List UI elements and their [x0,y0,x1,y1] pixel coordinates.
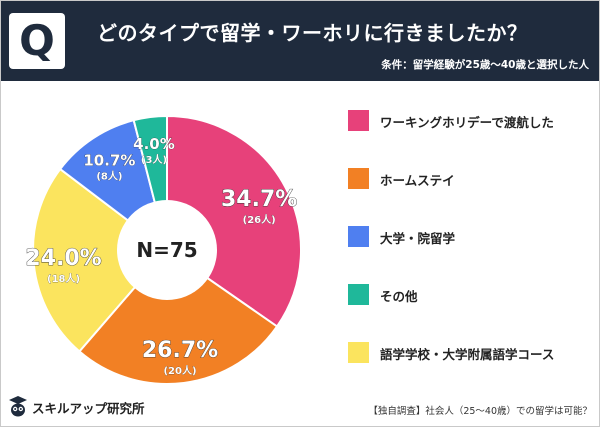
slice-count-label-1: (20人) [163,364,196,377]
legend-label: ワーキングホリデーで渡航した [380,115,554,130]
slice-1 [77,248,279,385]
legend-label: 語学学校・大学附属語学コース [380,347,555,362]
slice-percent-label-2: 24.0% [25,246,101,271]
owl-graduate-icon [9,396,27,417]
slice-count-label-2: (18人) [47,272,80,285]
slice-count-label-3: (8人) [96,169,122,182]
legend-swatch [348,226,369,247]
slice-percent-label-4: 4.0% [133,135,175,153]
source-note: 【独自調査】社会人（25〜40歳）での留学は可能？ [368,406,592,417]
chart-title: どのタイプで留学・ワーホリに行きましたか？ [97,21,528,45]
slice-percent-label-1: 26.7% [142,338,218,363]
center-label: N=75 [136,238,197,262]
slices-group [32,114,302,385]
slice-percent-label-0: 34.7% [221,187,297,212]
slice-labels-group: 34.7%(26人) 26.7%(20人) 24.0%(18人) 10.7%(8人) 4… [25,135,298,378]
legend-label: その他 [380,289,418,304]
header-bar: Q どのタイプで留学・ワーホリに行きましたか？ 条件：留学経験が25歳〜40歳と… [1,1,599,81]
legend-swatch [348,342,369,363]
chart-subtitle: 条件：留学経験が25歳〜40歳と選択した人 [381,59,589,71]
slice-2 [32,167,169,353]
legend-swatch [348,110,369,131]
slice-0 [166,114,302,328]
q-badge-icon: Q [9,13,65,69]
slice-count-label-0: (26人) [243,213,276,226]
slice-percent-label-3: 10.7% [83,151,135,169]
slice-count-label-4: (3人) [141,153,167,166]
legend-label: ホームステイ [380,173,455,188]
legend-swatch [348,168,369,189]
legend-label: 大学・院留学 [380,231,456,246]
donut-hole [117,200,217,300]
brand-name: スキルアップ研究所 [32,401,145,416]
legend-swatch [348,284,369,305]
